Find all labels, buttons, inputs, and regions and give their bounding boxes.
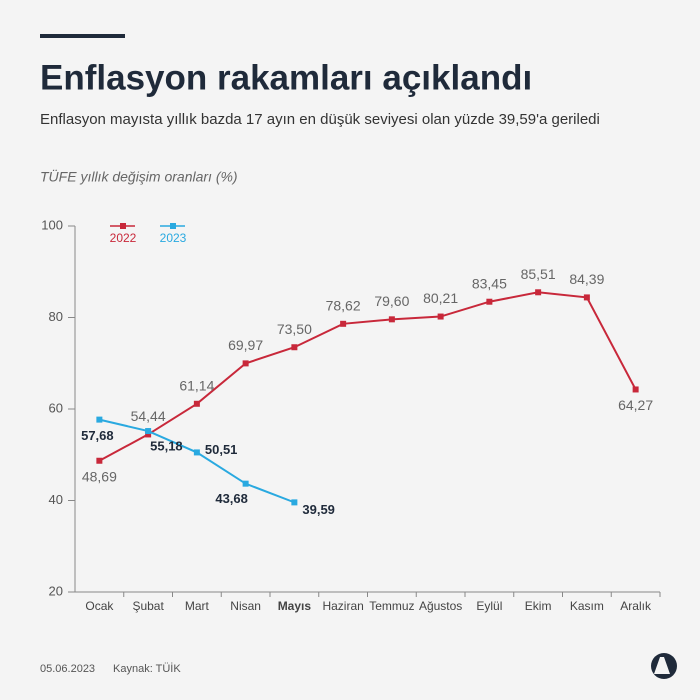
point (145, 431, 152, 438)
value-label: 84,39 (569, 271, 604, 287)
legend-label: 2023 (160, 231, 187, 245)
point (583, 294, 590, 301)
value-label: 57,68 (81, 428, 114, 443)
point (291, 344, 298, 351)
point (535, 289, 542, 296)
point (242, 360, 249, 367)
point (486, 298, 493, 305)
x-tick-label: Haziran (322, 599, 363, 613)
subtitle: Enflasyon mayısta yıllık bazda 17 ayın e… (40, 111, 600, 128)
date: 05.06.2023 (40, 663, 95, 675)
x-tick-label: Ocak (85, 599, 114, 613)
x-tick-label: Mart (185, 599, 210, 613)
value-label: 78,62 (326, 298, 361, 314)
point (242, 480, 249, 487)
series-line (99, 418, 295, 504)
value-label: 79,60 (374, 293, 409, 309)
x-tick-label: Kasım (570, 599, 604, 613)
x-tick-label: Ağustos (419, 599, 462, 613)
point (96, 457, 103, 464)
point (340, 320, 347, 327)
value-label: 43,68 (215, 491, 248, 506)
point (145, 428, 152, 435)
legend-marker (120, 223, 126, 229)
y-tick-label: 100 (41, 217, 63, 232)
y-tick-label: 80 (49, 309, 63, 324)
x-tick-label: Şubat (132, 599, 164, 613)
x-tick-label: Nisan (230, 599, 261, 613)
value-label: 83,45 (472, 275, 507, 291)
series-line (98, 291, 637, 462)
point (193, 400, 200, 407)
x-tick-label: Mayıs (278, 599, 312, 613)
value-label: 85,51 (521, 266, 556, 282)
point (193, 449, 200, 456)
legend-label: 2022 (110, 231, 137, 245)
top-bar (40, 34, 125, 38)
value-label: 39,59 (302, 502, 335, 517)
value-label: 54,44 (131, 408, 166, 424)
x-tick-label: Temmuz (369, 599, 414, 613)
logo (651, 653, 677, 679)
value-label: 64,27 (618, 397, 653, 413)
point (388, 316, 395, 323)
point (291, 499, 298, 506)
value-label: 55,18 (150, 438, 183, 453)
x-tick-label: Ekim (525, 599, 552, 613)
x-tick-label: Eylül (476, 599, 502, 613)
y-tick-label: 40 (49, 492, 63, 507)
x-tick-label: Aralık (620, 599, 652, 613)
legend-marker (170, 223, 176, 229)
title: Enflasyon rakamları açıklandı (40, 58, 532, 97)
point (632, 386, 639, 393)
value-label: 69,97 (228, 337, 263, 353)
point (96, 416, 103, 423)
y-tick-label: 60 (49, 400, 63, 415)
value-label: 80,21 (423, 290, 458, 306)
y-axis-label: TÜFE yıllık değişim oranları (%) (40, 168, 238, 185)
value-label: 73,50 (277, 321, 312, 337)
value-label: 50,51 (205, 442, 238, 457)
y-tick-label: 20 (49, 583, 63, 598)
value-label: 48,69 (82, 468, 117, 484)
point (437, 313, 444, 320)
value-label: 61,14 (179, 377, 214, 393)
source: Kaynak: TÜİK (113, 662, 181, 675)
